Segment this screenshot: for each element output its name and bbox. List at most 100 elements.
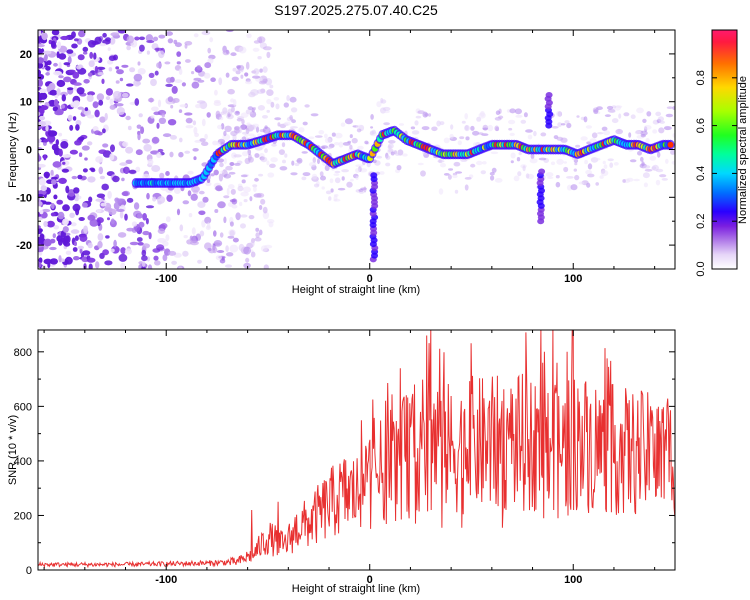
noise-blob xyxy=(72,116,77,121)
noise-blob xyxy=(246,33,252,39)
noise-blob xyxy=(58,75,64,79)
halo-blob xyxy=(478,112,486,119)
noise-blob xyxy=(187,190,192,197)
halo-blob xyxy=(351,137,358,144)
noise-blob xyxy=(160,223,168,229)
noise-blob xyxy=(125,115,131,121)
halo-blob xyxy=(580,136,588,141)
halo-blob xyxy=(383,122,390,126)
halo-blob xyxy=(283,102,289,108)
noise-blob xyxy=(128,169,137,174)
noise-blob xyxy=(212,140,218,146)
noise-blob xyxy=(198,210,206,216)
halo-blob xyxy=(525,173,530,179)
y-tick-label: -10 xyxy=(16,192,32,204)
halo-blob xyxy=(665,158,669,164)
noise-blob xyxy=(49,258,59,265)
halo-blob xyxy=(275,103,280,110)
halo-blob xyxy=(431,126,438,132)
noise-blob xyxy=(61,168,69,173)
noise-blob xyxy=(38,121,46,127)
noise-blob xyxy=(77,245,85,250)
noise-blob xyxy=(239,201,243,207)
halo-blob xyxy=(653,119,657,124)
halo-blob xyxy=(314,135,323,138)
halo-blob xyxy=(547,176,554,179)
noise-blob xyxy=(61,94,66,102)
noise-blob xyxy=(133,73,143,82)
noise-blob xyxy=(229,162,235,166)
noise-blob xyxy=(154,260,161,266)
noise-blob xyxy=(46,60,52,66)
y-tick-label: 800 xyxy=(14,347,32,359)
noise-blob xyxy=(120,262,126,269)
noise-blob xyxy=(74,197,79,202)
halo-blob xyxy=(289,96,297,103)
noise-blob xyxy=(233,154,242,158)
noise-blob xyxy=(165,31,173,36)
halo-blob xyxy=(641,161,645,167)
noise-blob xyxy=(231,76,239,82)
noise-blob xyxy=(50,212,56,217)
noise-blob xyxy=(107,190,112,199)
noise-blob xyxy=(38,95,43,102)
noise-blob xyxy=(174,79,183,84)
halo-blob xyxy=(655,168,664,173)
halo-blob xyxy=(231,106,235,113)
halo-blob xyxy=(294,162,300,167)
halo-blob xyxy=(566,122,572,129)
noise-blob xyxy=(157,148,164,153)
noise-blob xyxy=(182,250,189,257)
halo-blob xyxy=(596,106,603,111)
noise-blob xyxy=(38,48,43,55)
noise-blob xyxy=(117,232,127,238)
halo-blob xyxy=(585,169,592,175)
halo-blob xyxy=(514,108,523,115)
halo-blob xyxy=(616,105,623,108)
noise-blob xyxy=(124,248,132,255)
noise-blob xyxy=(210,77,216,82)
noise-blob xyxy=(171,260,178,265)
halo-blob xyxy=(622,179,626,183)
feature-segment xyxy=(545,92,553,98)
noise-blob xyxy=(266,89,274,96)
halo-blob xyxy=(223,158,227,165)
halo-blob xyxy=(476,116,482,122)
feature-segment xyxy=(538,168,546,175)
noise-blob xyxy=(178,151,184,158)
halo-blob xyxy=(455,171,463,174)
noise-blob xyxy=(241,118,245,125)
halo-blob xyxy=(417,110,425,114)
halo-blob xyxy=(334,132,343,139)
cb-tick-label: 0.2 xyxy=(695,214,707,229)
noise-blob xyxy=(97,233,104,241)
halo-blob xyxy=(510,160,514,164)
noise-blob xyxy=(156,244,165,251)
noise-blob xyxy=(42,208,51,213)
noise-blob xyxy=(84,157,88,161)
noise-blob xyxy=(250,240,255,248)
noise-blob xyxy=(45,65,51,71)
noise-blob xyxy=(73,256,80,261)
cb-tick-label: 0.8 xyxy=(695,70,707,85)
noise-blob xyxy=(264,148,268,154)
noise-blob xyxy=(218,173,223,182)
noise-blob xyxy=(228,184,235,190)
noise-blob xyxy=(46,220,55,228)
noise-blob xyxy=(236,65,241,69)
y-tick-label: 0 xyxy=(26,565,32,577)
halo-blob xyxy=(468,174,474,178)
noise-blob xyxy=(197,79,205,83)
halo-blob xyxy=(388,140,396,144)
halo-blob xyxy=(564,120,570,124)
noise-blob xyxy=(57,41,62,50)
noise-blob xyxy=(69,212,75,218)
halo-blob xyxy=(470,125,475,131)
noise-blob xyxy=(71,43,78,49)
noise-blob xyxy=(206,112,211,118)
halo-blob xyxy=(651,166,657,171)
noise-blob xyxy=(164,61,171,65)
colorbar-ticks: 0.0 0.2 0.4 0.6 0.8 xyxy=(695,70,737,277)
noise-blob xyxy=(71,31,76,39)
noise-blob xyxy=(56,88,61,96)
